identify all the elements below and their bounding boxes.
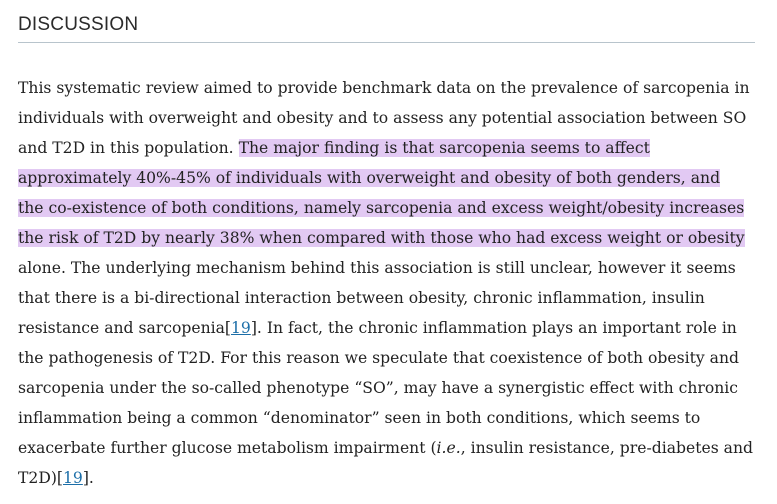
highlighted-text: The major finding is that sarcopenia see… [238,139,650,157]
highlighted-text: approximately 40%-45% of individuals wit… [18,169,721,187]
text-segment: , insulin resistance, pre-diabetes and [460,439,753,457]
text-line: alone. The underlying mechanism behind t… [18,259,736,277]
section-heading: DISCUSSION [18,14,139,35]
highlighted-text: the co-existence of both conditions, nam… [18,199,745,217]
text-line: resistance and sarcopenia[19]. In fact, … [18,313,760,343]
text-line: that there is a bi-directional interacti… [18,289,705,307]
text-line: approximately 40%-45% of individuals wit… [18,163,760,193]
text-line: the co-existence of both conditions, nam… [18,193,760,223]
text-segment: ]. [82,469,94,487]
text-line: This systematic review aimed to provide … [18,79,750,97]
reference-link-19[interactable]: 19 [63,469,83,487]
text-line: and T2D in this population. The major fi… [18,133,760,163]
text-segment: and T2D in this population. [18,139,239,157]
text-segment: ]. In fact, the chronic inflammation pla… [250,319,737,337]
text-segment: resistance and sarcopenia[ [18,319,231,337]
discussion-paragraph: This systematic review aimed to provide … [18,73,760,493]
text-line: inflammation being a common “denominator… [18,409,701,427]
italic-abbreviation: i.e. [436,439,461,457]
heading-divider [18,42,755,43]
text-line: exacerbate further glucose metabolism im… [18,433,760,463]
text-line: the pathogenesis of T2D. For this reason… [18,349,739,367]
highlighted-text: the risk of T2D by nearly 38% when compa… [18,229,745,247]
text-line: T2D)[19]. [18,463,760,493]
text-segment: exacerbate further glucose metabolism im… [18,439,437,457]
text-segment: T2D)[ [18,469,63,487]
text-line: the risk of T2D by nearly 38% when compa… [18,223,760,253]
reference-link-19[interactable]: 19 [230,319,251,337]
text-line: sarcopenia under the so-called phenotype… [18,379,739,397]
text-line: individuals with overweight and obesity … [18,109,747,127]
